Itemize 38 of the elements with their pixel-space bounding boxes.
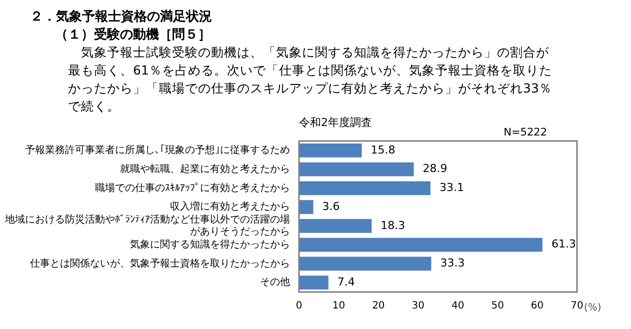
y-tick-label: 職場での仕事のｽｷﾙｱｯﾌﾟに有効と考えたから [95,182,290,194]
y-tick-label: 予報業務許可事業者に所属し､｢現象の予想｣に従事するため [25,144,290,156]
bar [299,200,314,214]
y-tick-label: 仕事とは関係ないが、気象予報士資格を取りたかったから [30,257,290,270]
bar [299,181,430,196]
x-tick-label: 70 [570,300,584,312]
x-tick-label: 40 [451,300,464,312]
data-label: 33.1 [439,181,464,194]
data-label: 7.4 [337,275,355,288]
data-label: 3.6 [322,200,340,213]
bar [299,238,542,252]
data-label: 61.3 [551,238,576,251]
text: （１）受験の動機［問５］ [55,26,211,42]
text: N=5222 [504,126,547,139]
x-tick-label: 10 [332,300,346,312]
x-tick-label: 20 [372,300,385,312]
x-tick-label: 30 [412,300,425,312]
data-label: 15.8 [370,143,396,156]
y-tick-label: 地域における防災活動やﾎﾞﾗﾝﾃｨｱ活動など仕事以外での活躍の場がありそうだったから [4,214,290,238]
bar [299,276,328,290]
text: ２．気象予報士資格の満足状況 [30,9,212,24]
bar [299,162,414,176]
data-label: 33.3 [440,256,465,270]
bar [299,143,362,158]
bar [299,256,432,271]
x-tick-label: 50 [491,300,504,312]
bar [299,218,372,233]
x-axis-title: (%) [584,302,602,314]
text: 気象予報士試験受験の動機は、「気象に関する知識を得たかったから」の割合が最も高く、61％を占める。次いで「仕事とは関係ないが、気象予報士資格を取りたかったから」「職場での仕事のスキルアップに有効と考えたから」がそれぞれ33％で続く。 [68,44,552,114]
chart-title: 令和2年度調査 [299,116,372,129]
y-tick-label: 収入増に有効と考えたから [170,200,290,213]
y-tick-label: 就職や転職、起業に有効と考えたから [120,162,290,175]
y-tick-label: その他 [260,276,290,288]
data-label: 28.9 [422,162,448,176]
x-tick-label: 0 [296,300,302,312]
x-tick-label: 60 [530,300,544,312]
y-tick-label: 気象に関する知識を得たかったから [130,238,290,250]
data-label: 18.3 [380,218,406,232]
